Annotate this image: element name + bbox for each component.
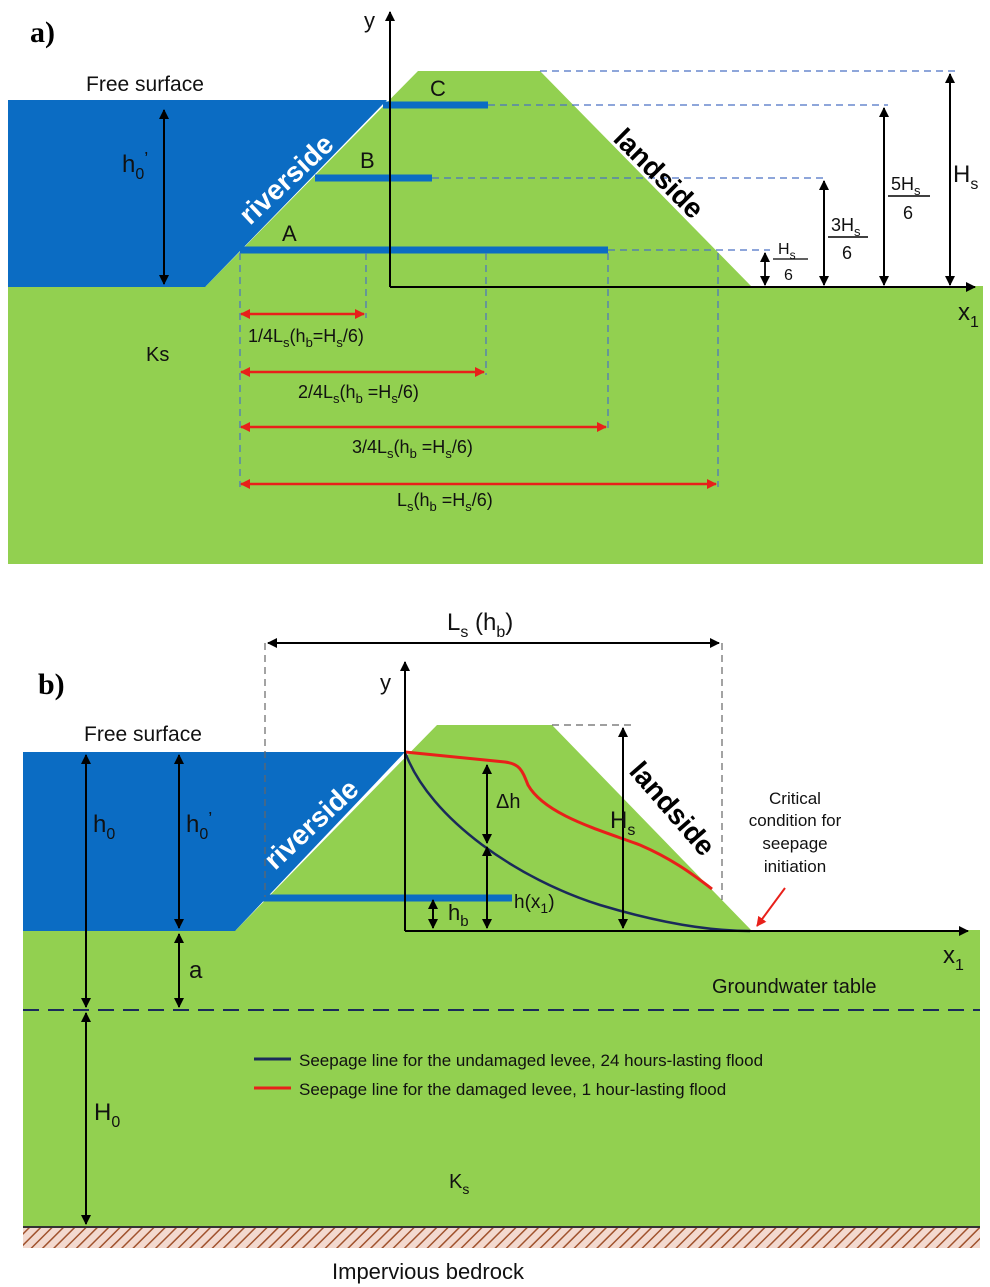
legend-undamaged-label: Seepage line for the undamaged levee, 24…: [299, 1051, 763, 1070]
legend-damaged-label: Seepage line for the damaged levee, 1 ho…: [299, 1080, 726, 1099]
level-c-label: C: [430, 76, 446, 101]
panel-b-y-label: y: [380, 670, 391, 695]
bedrock-hatch: [23, 1228, 980, 1248]
5hs6-denominator: 6: [903, 203, 913, 223]
hs6-numerator: Hs: [778, 241, 796, 262]
panel-a-levee: [205, 71, 752, 287]
length-label-3-4: 3/4Ls(hb =Hs/6): [352, 437, 473, 461]
panel-a: a) Free surface y x1 h0’ riverside lands…: [8, 8, 983, 564]
hs-label: Hs: [953, 161, 978, 193]
h0-label: h0: [93, 811, 115, 843]
a-label: a: [189, 957, 203, 984]
hs6-denominator: 6: [784, 267, 793, 284]
hb-label: hb: [448, 900, 469, 930]
critical-condition-label: Critical condition for seepage initiatio…: [749, 789, 842, 876]
panel-b-soil: [23, 930, 980, 1227]
panel-b-x-label: x1: [943, 942, 964, 974]
length-label-full: Ls(hb =Hs/6): [397, 490, 493, 514]
5hs6-numerator: 5Hs: [891, 174, 921, 198]
level-b-label: B: [360, 148, 375, 173]
panel-b-free-surface: Free surface: [84, 723, 202, 746]
3hs6-denominator: 6: [842, 243, 852, 263]
ls-label: Ls (hb): [447, 609, 513, 641]
panel-a-water: [8, 100, 387, 287]
panel-b-hs-label: Hs: [610, 807, 635, 839]
panel-a-ks-label: Ks: [146, 344, 169, 366]
panel-a-soil: [8, 286, 983, 564]
panel-a-x-label: x1: [958, 299, 979, 331]
panel-a-h0-prime-label: h0’: [122, 149, 148, 183]
h-x1-label: h(x1): [514, 892, 555, 916]
panel-b-length-guides: [264, 643, 723, 900]
svg-text:condition for: condition for: [749, 811, 842, 830]
groundwater-label: Groundwater table: [712, 976, 877, 998]
H0-label: H0: [94, 1099, 120, 1131]
damaged-seepage-line: [404, 750, 713, 891]
bedrock-label: Impervious bedrock: [332, 1259, 525, 1284]
delta-h-label: Δh: [496, 791, 520, 813]
panel-a-tag: a): [30, 16, 55, 49]
panel-b-tag: b): [38, 668, 65, 701]
svg-text:seepage: seepage: [762, 834, 827, 853]
panel-b-h0-prime-label: h0’: [186, 809, 212, 843]
length-guides: [239, 253, 719, 487]
panel-b: b) Free surface y x1 Ls (hb) h0 h0’ a H0…: [23, 609, 980, 1284]
critical-pointer: [756, 887, 786, 927]
svg-text:initiation: initiation: [764, 857, 826, 876]
panel-a-free-surface: Free surface: [86, 73, 204, 96]
length-label-2-4: 2/4Ls(hb =Hs/6): [298, 382, 419, 406]
height-guides: [432, 70, 958, 251]
panel-b-water: [23, 752, 405, 931]
length-label-1-4: 1/4Ls(hb=Hs/6): [248, 326, 364, 350]
undamaged-seepage-line: [403, 751, 751, 933]
svg-text:Critical: Critical: [769, 789, 821, 808]
panel-a-y-label: y: [364, 8, 375, 33]
3hs6-numerator: 3Hs: [831, 215, 861, 239]
level-a-label: A: [282, 221, 297, 246]
panel-b-ks-label: Ks: [449, 1171, 469, 1197]
